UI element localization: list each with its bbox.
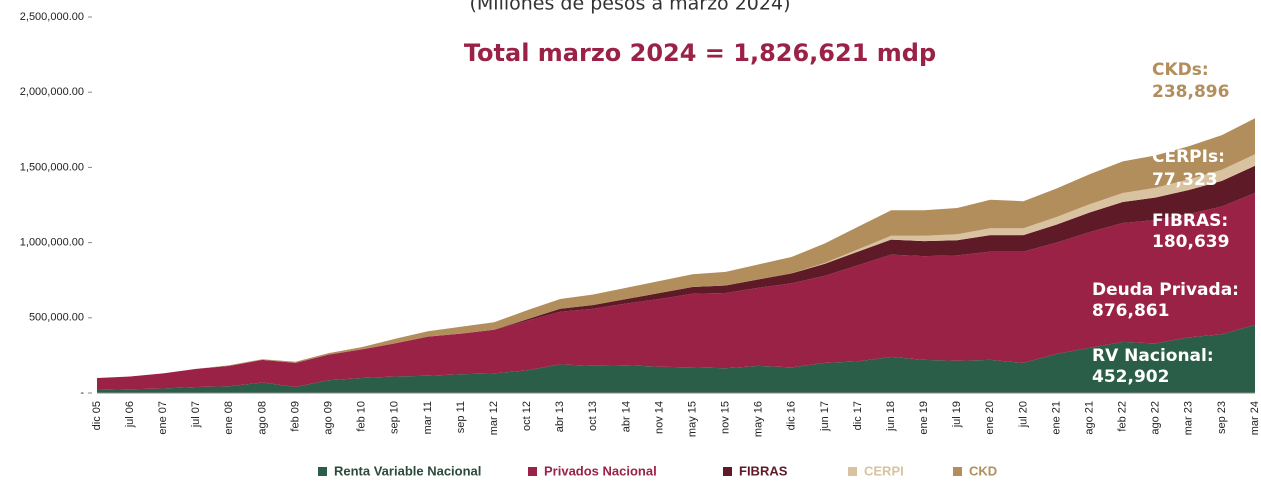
x-tick-label: may 15: [686, 401, 698, 437]
x-tick-label: feb 22: [1117, 401, 1129, 432]
x-tick-label: ene 07: [157, 401, 169, 435]
area: [97, 193, 1255, 390]
y-tick-label: 2,000,000.00: [20, 86, 84, 98]
end-value-label: 238,896: [1152, 82, 1229, 102]
x-tick-label: ago 09: [323, 401, 335, 435]
chart-subtitle: (Millones de pesos a marzo 2024): [470, 0, 791, 15]
x-tick-label: sep 10: [389, 401, 401, 434]
legend-label: CERPI: [864, 463, 904, 478]
end-label: FIBRAS:: [1152, 211, 1228, 231]
x-tick-label: sep 23: [1216, 401, 1228, 434]
x-tick-label: nov 14: [653, 401, 665, 434]
annotation: Total marzo 2024 = 1,826,621 mdp: [464, 39, 936, 67]
x-tick-label: jul 06: [124, 401, 136, 428]
x-tick-label: jul 19: [951, 401, 963, 428]
end-value-label: 77,323: [1152, 170, 1218, 190]
x-tick-label: jul 07: [190, 401, 202, 428]
legend-swatch: [318, 467, 327, 476]
legend-swatch: [848, 467, 857, 476]
x-tick-label: mar 23: [1183, 401, 1195, 435]
legend-swatch: [528, 467, 537, 476]
legend-label: Renta Variable Nacional: [334, 463, 481, 478]
x-tick-label: mar 24: [1249, 401, 1261, 435]
legend-swatch: [953, 467, 962, 476]
x-tick-label: jun 18: [885, 401, 897, 432]
end-label: Deuda Privada:: [1092, 280, 1239, 300]
x-tick-label: sep 11: [455, 401, 467, 433]
x-tick-label: feb 10: [356, 401, 368, 432]
x-tick-label: ago 08: [256, 401, 268, 435]
x-tick-label: ago 21: [1083, 401, 1095, 435]
x-tick-label: oct 12: [521, 401, 533, 431]
legend-label: Privados Nacional: [544, 463, 657, 478]
x-tick-label: dic 16: [786, 401, 798, 430]
x-tick-label: dic 05: [91, 401, 103, 430]
x-tick-label: abr 13: [554, 401, 566, 432]
x-tick-label: ene 08: [223, 401, 235, 435]
end-value-label: 180,639: [1152, 232, 1229, 252]
end-value-label: 876,861: [1092, 301, 1169, 321]
x-tick-label: ene 19: [918, 401, 930, 435]
area: [97, 324, 1255, 393]
legend-label: CKD: [969, 463, 997, 478]
x-tick-label: feb 09: [289, 401, 301, 432]
x-tick-label: mar 12: [488, 401, 500, 435]
x-tick-label: abr 14: [620, 401, 632, 432]
end-value-label: 452,902: [1092, 367, 1169, 387]
x-tick-label: ene 20: [984, 401, 996, 435]
x-tick-label: nov 15: [720, 401, 732, 434]
end-label: CKDs:: [1152, 60, 1209, 80]
y-tick-label: 1,000,000.00: [20, 237, 84, 249]
x-tick-label: jun 17: [819, 401, 831, 432]
x-tick-label: may 16: [753, 401, 765, 437]
x-tick-label: ago 22: [1150, 401, 1162, 435]
end-label: CERPIs:: [1152, 147, 1225, 167]
y-tick-label: 500,000.00: [29, 312, 84, 324]
legend-label: FIBRAS: [739, 463, 788, 478]
x-tick-label: oct 13: [587, 401, 599, 431]
x-tick-label: mar 11: [422, 401, 434, 434]
y-tick-label: 1,500,000.00: [20, 161, 84, 173]
end-label: RV Nacional:: [1092, 346, 1214, 366]
x-tick-label: dic 17: [852, 401, 864, 430]
x-tick-label: ene 21: [1050, 401, 1062, 435]
x-tick-label: jul 20: [1017, 401, 1029, 428]
y-tick-label: -: [80, 387, 84, 399]
y-tick-label: 2,500,000.00: [20, 11, 84, 23]
legend-swatch: [723, 467, 732, 476]
